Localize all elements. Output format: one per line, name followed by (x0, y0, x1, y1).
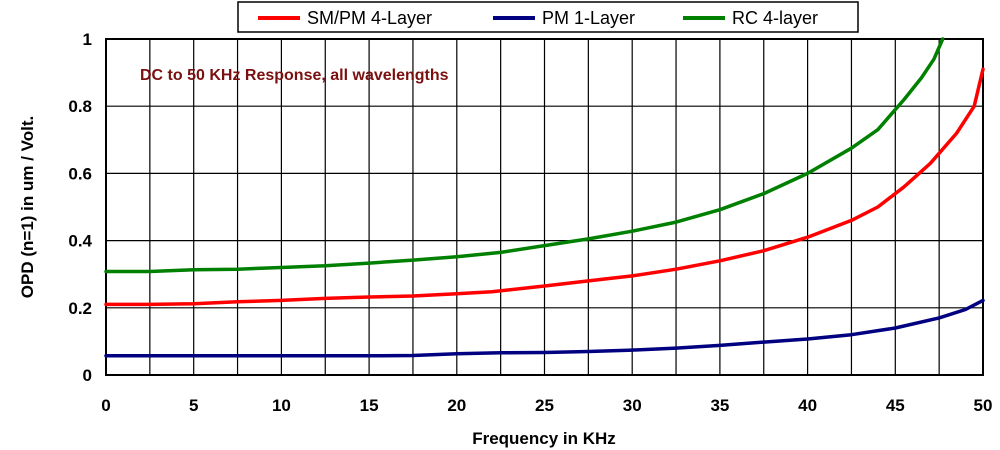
tick-labels: 0 5 10 15 20 25 30 35 40 45 50 0 0.2 0.4 0.6 0.8 1 (68, 30, 992, 415)
x-tick-label: 45 (886, 396, 905, 415)
x-tick-label: 5 (189, 396, 198, 415)
legend: SM/PM 4-Layer PM 1-Layer RC 4-layer (237, 1, 859, 33)
legend-label-sm-pm-4-layer: SM/PM 4-Layer (307, 8, 432, 28)
legend-label-rc-4-layer: RC 4-layer (732, 8, 818, 28)
legend-box (237, 1, 859, 33)
x-tick-label: 40 (798, 396, 817, 415)
series-lines (104, 37, 985, 358)
legend-label-pm-1-layer: PM 1-Layer (542, 8, 635, 28)
y-tick-label: 0.2 (68, 299, 92, 318)
y-tick-label: 0.4 (68, 232, 92, 251)
series-line-rc-4-layer (104, 37, 945, 274)
x-tick-label: 30 (623, 396, 642, 415)
series-line-pm-1-layer (104, 298, 985, 358)
x-tick-label: 35 (710, 396, 729, 415)
grid (106, 39, 983, 375)
series-line-sm-pm-4-layer (104, 67, 985, 307)
x-tick-label: 20 (447, 396, 466, 415)
x-tick-label: 50 (974, 396, 993, 415)
y-tick-label: 0 (83, 366, 92, 385)
y-tick-label: 1 (83, 30, 92, 49)
y-tick-label: 0.8 (68, 97, 92, 116)
y-tick-label: 0.6 (68, 164, 92, 183)
y-axis-label: OPD (n=1) in um / Volt. (18, 116, 37, 298)
x-tick-label: 10 (272, 396, 291, 415)
x-axis-label: Frequency in KHz (472, 429, 616, 448)
x-tick-label: 25 (535, 396, 554, 415)
x-tick-label: 0 (101, 396, 110, 415)
chart-annotation: DC to 50 KHz Response, all wavelengths (140, 67, 449, 84)
x-tick-label: 15 (360, 396, 379, 415)
plot-frame (105, 38, 984, 376)
